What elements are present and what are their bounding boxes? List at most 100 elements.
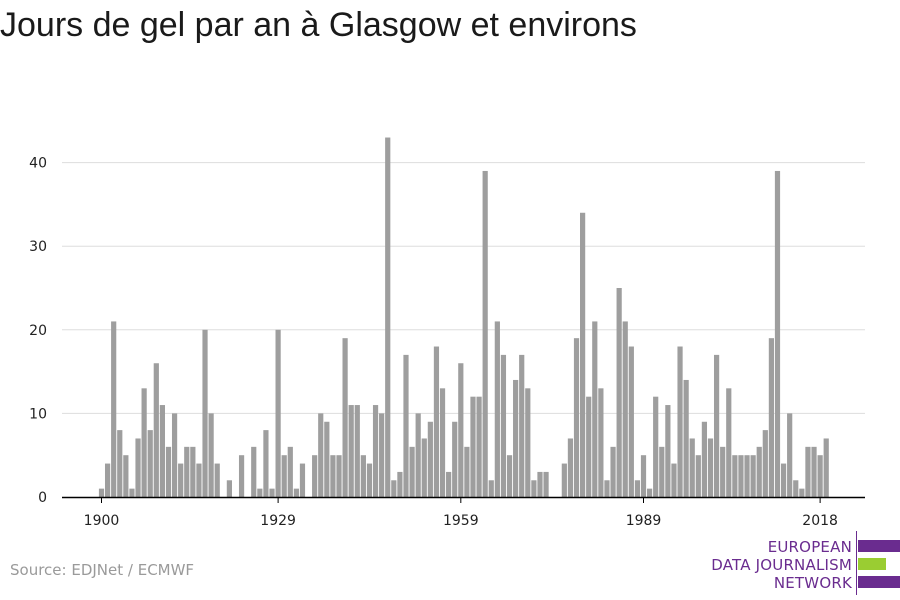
bar [299,463,306,497]
bar [263,430,269,497]
bar [385,137,391,497]
bar [598,388,604,497]
bar [780,463,787,497]
bar [811,446,817,497]
bar [762,430,768,497]
bar [178,463,184,497]
bar [147,430,153,497]
bar [452,421,458,497]
bar [689,438,695,497]
bar [318,413,324,497]
x-axis [62,496,865,503]
bar [415,413,421,497]
bar [738,455,744,497]
bar [647,488,653,497]
bar [123,455,129,497]
bar [111,321,117,497]
bar [634,480,641,497]
bar [543,471,549,497]
bar [799,488,805,497]
bar [269,488,275,497]
bar [701,421,708,497]
bar [458,363,464,497]
bar [720,446,726,497]
bar [360,455,366,497]
bar [494,321,500,497]
bar [117,430,123,497]
y-tick-label: 0 [38,490,47,506]
logo-line-1: EUROPEAN [767,538,852,556]
bar [433,346,440,497]
bar [287,446,293,497]
bar [208,413,214,497]
bar [439,388,446,497]
bar [671,463,677,497]
bar [628,346,634,497]
bar [153,363,159,497]
bar [640,455,647,497]
bar [104,463,111,497]
bar [226,480,232,497]
gridlines [62,162,865,414]
bar [683,379,689,497]
bar [744,455,750,497]
bar [823,438,829,497]
x-tick-label: 1959 [443,513,479,529]
bar [774,170,781,497]
bar [446,471,452,497]
bar [171,413,178,497]
bar [695,455,701,497]
bar [409,446,415,497]
bar [732,455,738,497]
bar [756,446,762,497]
bar [190,446,196,497]
bar [196,463,202,497]
bar [817,455,823,497]
bar [616,288,622,497]
bar [397,471,403,497]
bar [513,379,519,497]
bar [561,463,567,497]
bars [98,137,829,497]
bar [342,338,348,497]
bar [768,338,774,497]
bar [427,421,433,497]
bar [726,388,732,497]
bar [366,463,373,497]
logo-divider [856,531,857,595]
bar [586,396,592,497]
bar [592,321,598,497]
bar [379,413,385,497]
bar [238,455,245,497]
bar [403,354,409,497]
bar [293,488,299,497]
bar [750,455,756,497]
bar [281,455,287,497]
bar [567,438,574,497]
bar [141,388,147,497]
bar [470,396,476,497]
bar [336,455,342,497]
bar [537,471,543,497]
bar [324,421,330,497]
bar [354,405,360,497]
bar [159,405,165,497]
bar [98,488,105,497]
bar [665,405,671,497]
bar [135,438,141,497]
bar [421,438,427,497]
logo-bar-purple-bottom [858,576,900,588]
x-tick-labels: 1900 1929 1959 1989 2018 [84,513,838,529]
y-tick-label: 40 [29,156,47,172]
bar [713,354,720,497]
bar [531,480,537,497]
x-tick-label: 2018 [802,513,838,529]
bar [257,488,263,497]
bar [573,338,580,497]
bar [653,396,659,497]
bar [372,405,379,497]
logo-bar-purple-top [858,540,900,552]
bar [519,354,525,497]
y-tick-label: 30 [29,239,47,255]
bar [525,388,531,497]
